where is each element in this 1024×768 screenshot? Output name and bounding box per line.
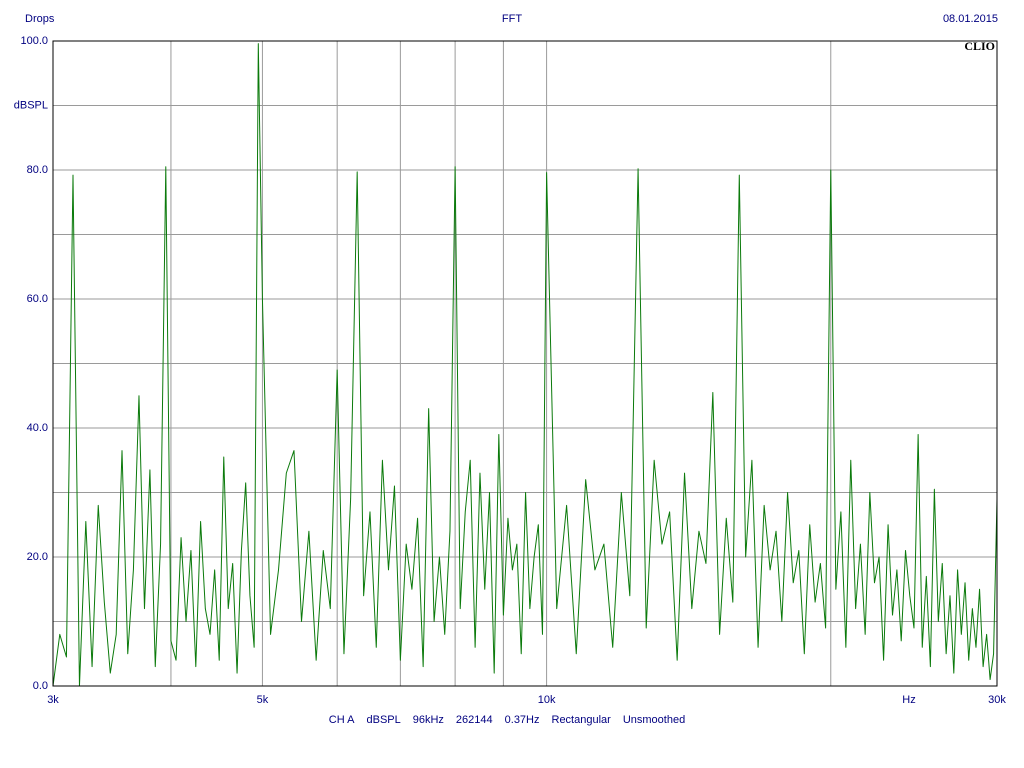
x-tick-label: 5k — [257, 694, 269, 706]
y-tick-label: 20.0 — [27, 551, 48, 563]
info-item: dBSPL — [366, 714, 400, 726]
plot — [52, 43, 998, 687]
x-axis-label: Hz — [902, 694, 915, 706]
x-tick-label: 10k — [538, 694, 556, 706]
y-tick-label: 0.0 — [33, 680, 48, 692]
date: 08.01.2015 — [943, 13, 998, 25]
info-item: 0.37Hz — [505, 714, 540, 726]
y-axis-label: dBSPL — [14, 99, 48, 111]
measurement-name: Drops — [25, 13, 55, 25]
spectrum-line — [52, 43, 998, 687]
y-tick-label: 80.0 — [27, 164, 48, 176]
chart-title: FFT — [502, 13, 522, 25]
y-tick-label: 100.0 — [20, 35, 48, 47]
x-tick-label: 30k — [988, 694, 1006, 706]
info-item: CH A — [329, 714, 355, 726]
plot-frame — [52, 40, 998, 687]
y-tick-label: 40.0 — [27, 422, 48, 434]
info-item: Rectangular — [552, 714, 612, 726]
info-item: 262144 — [456, 714, 493, 726]
x-tick-label: 3k — [47, 694, 59, 706]
info-item: Unsmoothed — [623, 714, 685, 726]
info-item: 96kHz — [413, 714, 444, 726]
y-tick-label: 60.0 — [27, 293, 48, 305]
brand: CLIO — [964, 39, 995, 53]
